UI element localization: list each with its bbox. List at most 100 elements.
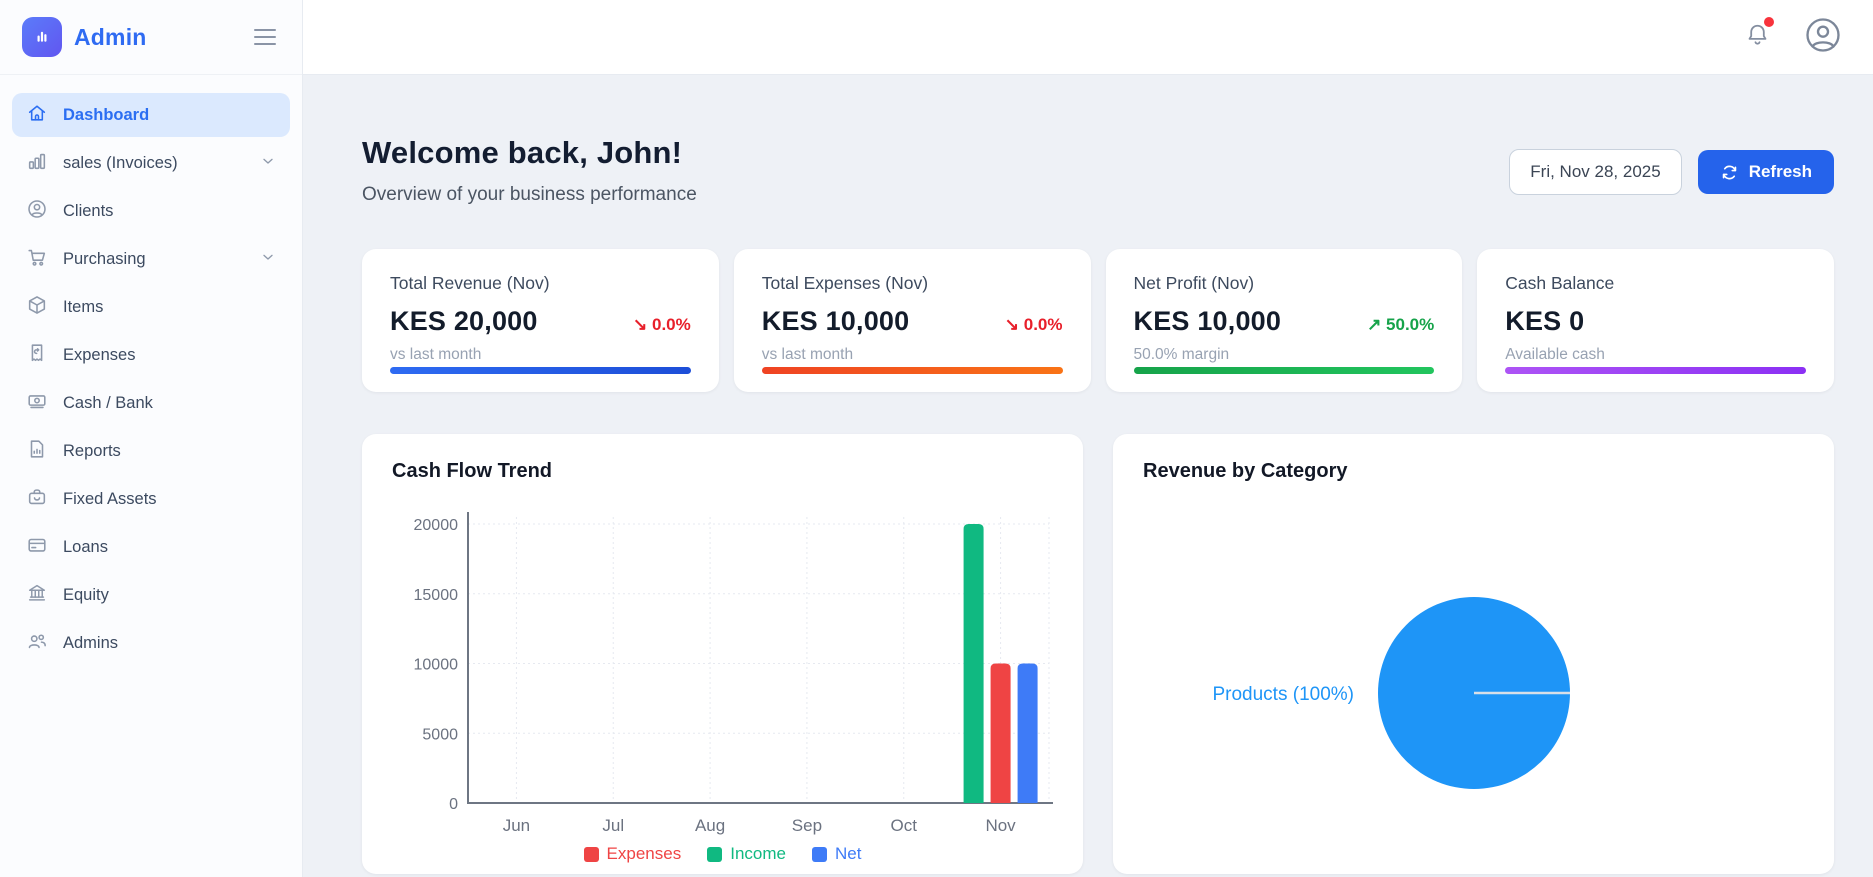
cash-flow-chart: 0 5000 10000 15000 20000 Jun Jul Aug Sep Oct Nov: [414, 512, 1059, 835]
sidebar-item-purchasing[interactable]: Purchasing: [12, 237, 290, 281]
svg-text:Oct: Oct: [891, 816, 918, 835]
bell-icon: [1744, 24, 1771, 52]
stat-accent-bar: [761, 367, 1063, 374]
sidebar-item-cash-bank[interactable]: Cash / Bank: [12, 381, 290, 425]
sidebar-item-admins[interactable]: Admins: [12, 621, 290, 665]
legend-item-income[interactable]: Income: [707, 844, 786, 864]
sidebar-header: Admin: [0, 0, 302, 75]
cash-flow-trend-card: Cash Flow Trend 0 5000 10000 15000 20000 Jun J…: [362, 434, 1083, 874]
svg-text:20000: 20000: [414, 517, 459, 534]
stat-delta: ↘ 0.0%: [1004, 315, 1063, 334]
sidebar-toggle-icon[interactable]: [252, 25, 278, 49]
cube-icon: [26, 294, 48, 321]
top-bar: [303, 0, 1873, 75]
revenue-pie-chart: Products (100%): [1212, 597, 1570, 789]
svg-text:Jul: Jul: [602, 816, 624, 835]
stat-title: Total Revenue (Nov): [390, 273, 550, 293]
sidebar-item-label: Clients: [63, 201, 114, 220]
svg-text:Jun: Jun: [503, 816, 530, 835]
banknote-icon: [26, 390, 48, 417]
svg-text:0: 0: [449, 796, 458, 813]
sidebar-item-expenses[interactable]: Expenses: [12, 333, 290, 377]
stat-value: KES 10,000: [1133, 306, 1282, 336]
stat-accent-bar: [1505, 367, 1806, 374]
stat-delta: ↘ 0.0%: [633, 315, 691, 334]
refresh-button[interactable]: Refresh: [1697, 150, 1834, 194]
stat-value: KES 0: [1505, 306, 1585, 336]
stat-accent-bar: [1133, 367, 1435, 374]
stat-accent-bar: [390, 367, 691, 374]
sidebar-item-label: Reports: [63, 441, 121, 460]
legend-label: Income: [730, 844, 786, 863]
notification-dot: [1764, 17, 1774, 27]
receipt-icon: [26, 342, 48, 369]
sidebar-item-label: Items: [63, 297, 104, 316]
pie-slice-label: Products (100%): [1212, 684, 1354, 705]
stat-card-cash-balance: Cash Balance KES 0 Available cash: [1477, 249, 1834, 392]
sidebar-item-reports[interactable]: Reports: [12, 429, 290, 473]
stat-value: KES 20,000: [390, 306, 538, 336]
bank-icon: [26, 582, 48, 609]
notifications-button[interactable]: [1744, 17, 1774, 53]
sidebar-item-equity[interactable]: Equity: [12, 573, 290, 617]
revenue-by-category-card: Revenue by Category Products (100%): [1113, 434, 1834, 874]
page-title: Welcome back, John!: [362, 135, 683, 170]
bar-chart-icon: [26, 150, 48, 177]
sidebar-item-label: Expenses: [63, 345, 136, 364]
svg-text:Nov: Nov: [985, 816, 1016, 835]
user-avatar-icon: [1803, 15, 1843, 60]
sidebar: Admin Dashboard sales (Invoices) Clients…: [0, 0, 303, 877]
stat-note: 50.0% margin: [1133, 346, 1230, 363]
stat-title: Net Profit (Nov): [1133, 273, 1255, 293]
legend-item-net[interactable]: Net: [811, 844, 862, 864]
chart-title: Revenue by Category: [1143, 460, 1348, 482]
sidebar-item-label: Loans: [63, 537, 108, 556]
brand: Admin: [22, 17, 147, 57]
legend-swatch: [707, 846, 723, 862]
stat-note: vs last month: [761, 346, 854, 363]
sidebar-item-sales-invoices[interactable]: sales (Invoices): [12, 141, 290, 185]
stat-note: Available cash: [1505, 346, 1605, 363]
chevron-down-icon[interactable]: [260, 249, 276, 270]
stat-title: Total Expenses (Nov): [761, 273, 929, 293]
legend-item-expenses[interactable]: Expenses: [583, 844, 682, 864]
refresh-label: Refresh: [1748, 162, 1812, 181]
app-title: Admin: [74, 23, 147, 50]
chart-title: Cash Flow Trend: [392, 460, 553, 482]
svg-text:5000: 5000: [422, 726, 458, 743]
legend-swatch: [811, 846, 827, 862]
svg-text:10000: 10000: [414, 657, 459, 674]
stat-value: KES 10,000: [761, 306, 910, 336]
user-menu-button[interactable]: [1803, 15, 1843, 60]
stat-delta: ↗ 50.0%: [1367, 315, 1435, 334]
sidebar-item-loans[interactable]: Loans: [12, 525, 290, 569]
sidebar-item-dashboard[interactable]: Dashboard: [12, 93, 290, 137]
stats-row: Total Revenue (Nov) KES 20,000 ↘ 0.0% vs…: [362, 249, 1834, 392]
credit-card-icon: [26, 534, 48, 561]
stat-card-total-expenses: Total Expenses (Nov) KES 10,000 ↘ 0.0% v…: [733, 249, 1091, 392]
legend-label: Expenses: [606, 844, 682, 863]
briefcase-icon: [26, 486, 48, 513]
sidebar-item-fixed-assets[interactable]: Fixed Assets: [12, 477, 290, 521]
stat-card-net-profit: Net Profit (Nov) KES 10,000 ↗ 50.0% 50.0…: [1105, 249, 1463, 392]
main-content: Welcome back, John! Overview of your bus…: [303, 75, 1873, 877]
refresh-icon: [1720, 163, 1739, 182]
sidebar-item-label: sales (Invoices): [63, 153, 178, 172]
sidebar-item-clients[interactable]: Clients: [12, 189, 290, 233]
svg-text:Aug: Aug: [695, 816, 725, 835]
app-logo-icon: [22, 17, 62, 57]
stat-card-total-revenue: Total Revenue (Nov) KES 20,000 ↘ 0.0% vs…: [362, 249, 719, 392]
sidebar-item-items[interactable]: Items: [12, 285, 290, 329]
report-icon: [26, 438, 48, 465]
sidebar-item-label: Equity: [63, 585, 109, 604]
shopping-cart-icon: [26, 246, 48, 273]
page-subtitle: Overview of your business performance: [362, 184, 697, 205]
sidebar-nav: Dashboard sales (Invoices) Clients Purch…: [0, 75, 302, 687]
legend-swatch: [583, 846, 599, 862]
chevron-down-icon[interactable]: [260, 153, 276, 174]
legend-label: Net: [834, 844, 862, 863]
svg-text:15000: 15000: [414, 587, 459, 604]
users-icon: [26, 630, 48, 657]
date-display[interactable]: Fri, Nov 28, 2025: [1509, 149, 1682, 195]
home-icon: [26, 102, 48, 129]
